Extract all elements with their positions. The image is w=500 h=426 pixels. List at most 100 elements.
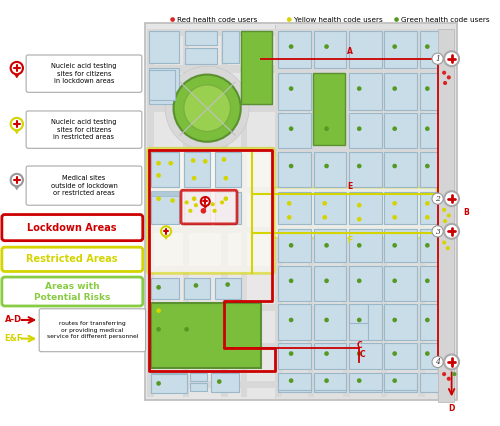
Bar — [368, 304, 382, 340]
Circle shape — [432, 357, 443, 368]
Circle shape — [442, 71, 446, 75]
Text: F: F — [348, 236, 352, 245]
Bar — [278, 31, 310, 68]
Bar — [312, 73, 345, 146]
Circle shape — [287, 215, 292, 220]
Circle shape — [289, 127, 294, 131]
Bar — [278, 266, 310, 301]
Circle shape — [432, 193, 443, 204]
Bar — [349, 343, 382, 369]
Circle shape — [425, 243, 430, 248]
Text: B: B — [463, 208, 468, 217]
Circle shape — [156, 308, 161, 313]
Bar — [314, 373, 346, 392]
Circle shape — [224, 176, 228, 181]
Polygon shape — [11, 125, 22, 134]
Circle shape — [443, 81, 447, 85]
Bar — [349, 266, 382, 301]
Bar — [151, 303, 262, 368]
Bar — [314, 343, 346, 369]
Polygon shape — [201, 202, 209, 209]
Bar — [384, 152, 417, 187]
Circle shape — [425, 351, 430, 356]
Bar — [438, 29, 454, 402]
Bar — [278, 73, 310, 110]
Bar — [148, 266, 454, 272]
Circle shape — [444, 191, 459, 206]
Bar — [420, 192, 438, 224]
Circle shape — [357, 203, 362, 207]
Bar — [384, 113, 417, 148]
Circle shape — [444, 354, 459, 369]
Circle shape — [444, 224, 459, 239]
Text: Nucleic acid testing
sites for citizens
in lockdown areas: Nucleic acid testing sites for citizens … — [51, 63, 116, 84]
Circle shape — [324, 164, 329, 168]
Circle shape — [203, 159, 207, 164]
Bar — [349, 31, 382, 68]
Bar — [240, 68, 272, 104]
Bar — [184, 192, 210, 224]
Bar — [148, 343, 454, 350]
Bar — [148, 65, 454, 73]
Circle shape — [392, 279, 397, 283]
Bar — [420, 304, 438, 340]
Circle shape — [425, 127, 430, 131]
Circle shape — [357, 164, 362, 168]
Bar — [384, 373, 417, 392]
Circle shape — [357, 217, 362, 222]
Bar — [151, 192, 179, 224]
Circle shape — [10, 174, 23, 186]
Circle shape — [446, 75, 451, 79]
Bar — [214, 192, 240, 224]
Bar — [151, 374, 186, 393]
Bar — [240, 31, 272, 104]
Circle shape — [289, 86, 294, 91]
Text: C: C — [356, 341, 362, 350]
Circle shape — [184, 85, 230, 132]
Circle shape — [170, 198, 175, 203]
Circle shape — [324, 279, 329, 283]
Bar — [148, 187, 454, 193]
Bar — [436, 29, 443, 397]
Bar — [349, 373, 382, 392]
Circle shape — [200, 208, 206, 213]
Bar — [384, 373, 417, 390]
Circle shape — [324, 378, 329, 383]
Circle shape — [357, 279, 362, 283]
Circle shape — [322, 215, 327, 220]
Polygon shape — [150, 150, 275, 371]
Bar — [150, 70, 176, 100]
Bar — [144, 23, 457, 400]
Bar — [314, 373, 346, 390]
Circle shape — [392, 44, 397, 49]
Circle shape — [289, 243, 294, 248]
Circle shape — [442, 208, 446, 212]
Text: D: D — [448, 404, 455, 413]
Bar — [384, 266, 417, 301]
Circle shape — [392, 164, 397, 168]
Bar — [278, 373, 310, 392]
Circle shape — [156, 285, 161, 290]
Circle shape — [425, 215, 430, 220]
Circle shape — [156, 173, 161, 178]
Bar — [420, 228, 438, 262]
Bar — [384, 73, 417, 110]
Circle shape — [222, 157, 226, 162]
Circle shape — [392, 351, 397, 356]
Circle shape — [212, 209, 216, 213]
Bar — [314, 31, 346, 68]
Bar — [150, 31, 179, 63]
Circle shape — [201, 197, 209, 206]
Bar — [240, 31, 272, 63]
Text: 3: 3 — [436, 227, 440, 236]
FancyBboxPatch shape — [274, 187, 436, 238]
Bar — [148, 304, 454, 311]
Bar — [314, 192, 346, 224]
Text: Red health code users: Red health code users — [178, 17, 258, 23]
Bar — [190, 373, 207, 380]
Circle shape — [357, 86, 362, 91]
Bar — [384, 192, 417, 224]
Circle shape — [289, 318, 294, 322]
FancyBboxPatch shape — [26, 166, 142, 205]
Circle shape — [324, 318, 329, 322]
